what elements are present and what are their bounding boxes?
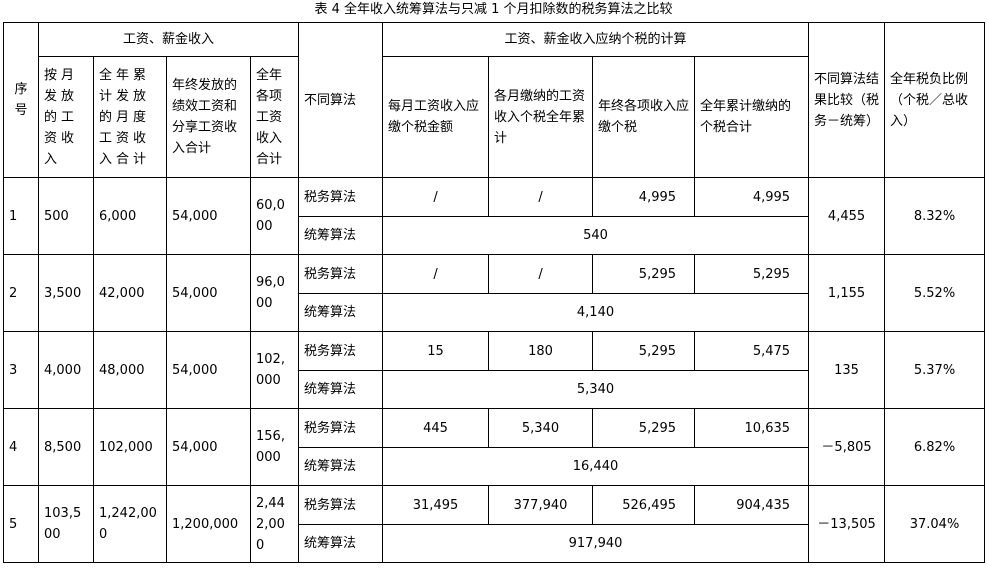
header-method: 不同算法 (298, 22, 384, 178)
seq-cell: 3 (3, 331, 39, 409)
method-label: 统筹算法 (298, 524, 384, 563)
seq-cell: 5 (3, 485, 39, 563)
total-tax-cell: 10,635 (694, 408, 810, 448)
year-end-income-cell: 54,000 (166, 177, 251, 255)
total-income-cell: 2,442,000 (249, 485, 300, 563)
header-ratio: 全年税负比例（个税／总收入） (884, 22, 986, 178)
table-row: 3 4,000 48,000 54,000 102,000 税务算法 15 180 5,295 5… (3, 331, 986, 409)
header-tax-group: 工资、薪金收入应纳个税的计算 (382, 22, 810, 57)
overall-tax-cell: 917,940 (382, 524, 810, 563)
year-end-tax-cell: 526,495 (592, 485, 696, 525)
annual-monthly-income-cell: 102,000 (93, 408, 167, 486)
table-row: 1 500 6,000 54,000 60,000 税务算法 //4,995 4,995 4,4… (3, 177, 986, 255)
year-end-tax-cell: 5,295 (592, 408, 696, 448)
total-income-cell: 102,000 (249, 331, 300, 409)
table-row: 统筹算法 4,140 (4, 293, 985, 332)
monthly-tax-cell: / (382, 177, 490, 217)
overall-tax-cell: 4,140 (382, 293, 810, 332)
seq-cell: 4 (3, 408, 39, 486)
year-end-income-cell: 54,000 (166, 331, 251, 409)
overall-tax-cell: 16,440 (382, 447, 810, 486)
method-label: 税务算法 (298, 485, 384, 525)
ratio-cell: 8.32% (884, 177, 986, 255)
compare-cell: 1,155 (808, 254, 886, 332)
ratio-cell: 5.37% (884, 331, 986, 409)
header-income-col: 年终发放的绩效工资和分享工资收入合计 (166, 56, 251, 178)
total-tax-cell: 904,435 (694, 485, 810, 525)
table-row: 统筹算法 917,940 (4, 524, 985, 563)
monthly-tax-total-cell: 377,940 (488, 485, 594, 525)
monthly-tax-total-cell: / (488, 177, 594, 217)
compare-cell: 135 (808, 331, 886, 409)
header-income-col: 按月发放的工资收入 (38, 56, 94, 178)
header-seq: 序号 (3, 22, 39, 178)
monthly-tax-total-cell: / (488, 254, 594, 294)
total-income-cell: 60,000 (249, 177, 300, 255)
monthly-income-cell: 3,500 (38, 254, 94, 332)
annual-monthly-income-cell: 1,242,000 (93, 485, 167, 563)
method-label: 统筹算法 (298, 447, 384, 486)
table-title: 表 4 全年收入统筹算法与只减 1 个月扣除数的税务算法之比较 (314, 2, 673, 17)
table-row: 统筹算法 540 (4, 216, 985, 255)
total-income-cell: 96,000 (249, 254, 300, 332)
monthly-income-cell: 8,500 (38, 408, 94, 486)
method-label: 统筹算法 (298, 293, 384, 332)
monthly-income-cell: 500 (38, 177, 94, 255)
seq-cell: 1 (3, 177, 39, 255)
overall-tax-cell: 5,340 (382, 370, 810, 409)
method-label: 税务算法 (298, 408, 384, 448)
header-income-group: 工资、薪金收入 (37, 22, 300, 57)
header-income-col: 全年累计发放的月度工资收入合计 (93, 56, 167, 178)
method-label: 统筹算法 (298, 370, 384, 409)
monthly-tax-total-cell: 5,340 (488, 408, 594, 448)
monthly-tax-cell: 15 (382, 331, 490, 371)
table-row: 4 8,500 102,000 54,000 156,000 税务算法 445 5,340 5,… (3, 408, 986, 486)
monthly-tax-cell: 445 (382, 408, 490, 448)
method-label: 税务算法 (298, 254, 384, 294)
header-tax-col: 全年累计缴纳的个税合计 (694, 56, 810, 178)
method-label: 税务算法 (298, 331, 384, 371)
seq-cell: 2 (3, 254, 39, 332)
tax-comparison-table: 序号 工资、薪金收入 不同算法 工资、薪金收入应纳个税的计算 不同算法结果比较（… (3, 22, 986, 563)
monthly-tax-cell: / (382, 254, 490, 294)
year-end-tax-cell: 5,295 (592, 254, 696, 294)
method-label: 统筹算法 (298, 216, 384, 255)
table-row: 2 3,500 42,000 54,000 96,000 税务算法 //5,295 5,295… (3, 254, 986, 332)
annual-monthly-income-cell: 48,000 (93, 331, 167, 409)
ratio-cell: 37.04% (884, 485, 986, 563)
year-end-income-cell: 54,000 (166, 408, 251, 486)
year-end-income-cell: 1,200,000 (166, 485, 251, 563)
ratio-cell: 6.82% (884, 408, 986, 486)
compare-cell: －13,505 (808, 485, 886, 563)
monthly-tax-cell: 31,495 (382, 485, 490, 525)
header-compare: 不同算法结果比较（税务－统筹） (808, 22, 886, 178)
total-tax-cell: 4,995 (694, 177, 810, 217)
total-tax-cell: 5,475 (694, 331, 810, 371)
compare-cell: 4,455 (808, 177, 886, 255)
monthly-income-cell: 103,500 (38, 485, 94, 563)
monthly-tax-total-cell: 180 (488, 331, 594, 371)
compare-cell: －5,805 (808, 408, 886, 486)
header-tax-col: 各月缴纳的工资收入个税全年累计 (488, 56, 594, 178)
method-label: 税务算法 (298, 177, 384, 217)
table-row: 统筹算法 16,440 (4, 447, 985, 486)
annual-monthly-income-cell: 6,000 (93, 177, 167, 255)
ratio-cell: 5.52% (884, 254, 986, 332)
table-row: 统筹算法 5,340 (4, 370, 985, 409)
year-end-income-cell: 54,000 (166, 254, 251, 332)
total-income-cell: 156,000 (249, 408, 300, 486)
year-end-tax-cell: 5,295 (592, 331, 696, 371)
header-tax-col: 每月工资收入应缴个税金额 (382, 56, 490, 178)
total-tax-cell: 5,295 (694, 254, 810, 294)
year-end-tax-cell: 4,995 (592, 177, 696, 217)
header-income-col: 全年各项工资收入合计 (249, 56, 300, 178)
table-row: 5 103,500 1,242,000 1,200,000 2,442,000 税务算法 3… (3, 485, 986, 563)
monthly-income-cell: 4,000 (38, 331, 94, 409)
header-tax-col: 年终各项收入应缴个税 (592, 56, 696, 178)
overall-tax-cell: 540 (382, 216, 810, 255)
annual-monthly-income-cell: 42,000 (93, 254, 167, 332)
